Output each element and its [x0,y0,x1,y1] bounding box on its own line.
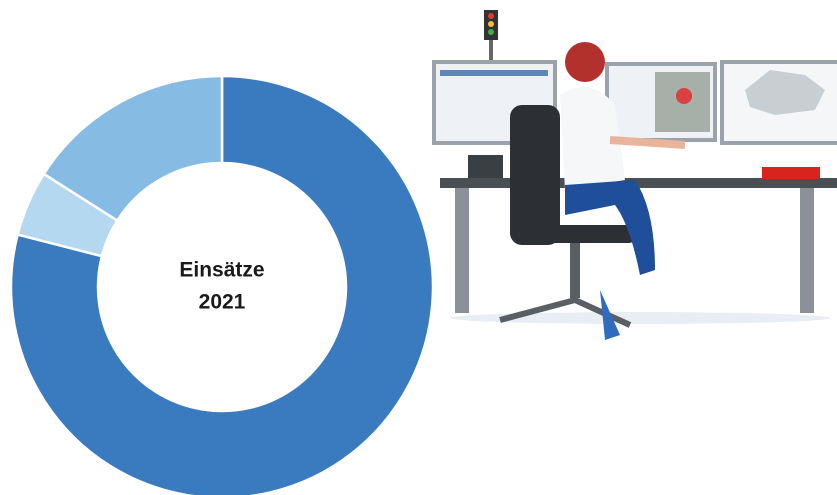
donut-slice [42,74,224,223]
donut [9,74,435,495]
center-label: 2021 [199,291,246,314]
center-label: Einsätze [179,259,264,282]
donut-slice [9,74,435,495]
illustration [432,10,837,340]
